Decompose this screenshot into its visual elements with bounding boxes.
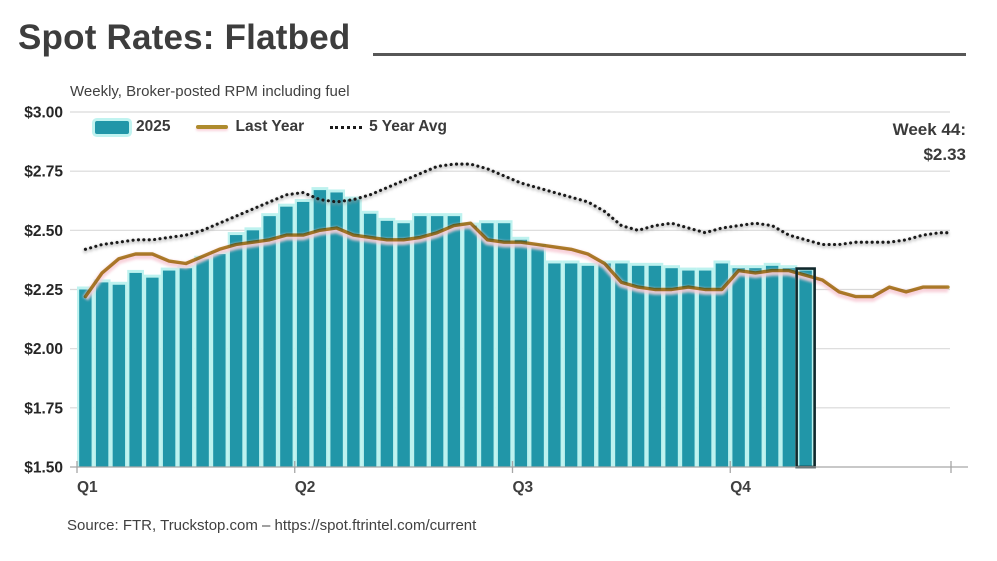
bar-week-17 [347, 199, 360, 468]
bar-week-26 [497, 223, 511, 467]
bar-week-15 [313, 190, 327, 467]
bar-week-42 [765, 265, 779, 467]
bar-week-35 [648, 265, 662, 467]
bar-week-14 [296, 201, 310, 467]
bar-week-34 [631, 265, 645, 467]
bar-week-13 [280, 206, 293, 467]
bar-week-41 [749, 268, 762, 467]
x-axis-label: Q4 [730, 479, 751, 496]
bar-week-4 [129, 272, 142, 467]
y-axis-label: $3.00 [24, 105, 63, 122]
bar-week-30 [564, 263, 578, 467]
bar-week-32 [598, 263, 611, 467]
bar-week-25 [481, 223, 494, 467]
latest-week-annotation: Week 44: $2.33 [893, 118, 966, 167]
chart-subtitle: Weekly, Broker-posted RPM including fuel [70, 83, 350, 100]
bar-week-8 [196, 258, 209, 467]
title-underline [373, 53, 966, 56]
y-axis-label: $2.25 [24, 282, 63, 299]
y-axis-label: $2.50 [24, 223, 63, 240]
bar-week-1 [79, 289, 92, 467]
bar-week-28 [531, 246, 544, 467]
chart-legend: 2025 Last Year 5 Year Avg [95, 118, 447, 136]
bar-week-20 [397, 223, 410, 467]
dotted-swatch-icon [330, 125, 363, 129]
y-axis-label: $1.75 [24, 400, 63, 417]
legend-label-last-year: Last Year [235, 118, 305, 135]
page-title: Spot Rates: Flatbed [18, 18, 351, 57]
legend-label-2025: 2025 [136, 118, 171, 135]
x-axis-label: Q1 [77, 479, 98, 496]
axes: Q1 Q2 Q3 Q4 [70, 461, 968, 496]
x-axis-label: Q3 [513, 479, 534, 496]
legend-item-last-year: Last Year [196, 118, 304, 136]
bar-week-40 [732, 268, 745, 467]
bar-week-44 [799, 270, 812, 467]
bar-week-3 [112, 284, 126, 467]
bar-week-38 [698, 270, 712, 467]
bar-week-5 [146, 277, 159, 467]
line-swatch-icon [196, 125, 229, 129]
bar-week-24 [464, 225, 477, 467]
annotation-value-label: $2.33 [923, 144, 966, 164]
bar-week-18 [363, 213, 377, 467]
bar-week-36 [665, 268, 678, 467]
legend-item-5-year-avg: 5 Year Avg [330, 118, 447, 136]
bar-swatch-icon [95, 120, 129, 134]
bar-week-29 [548, 263, 561, 467]
bar-week-31 [581, 265, 595, 467]
source-note: Source: FTR, Truckstop.com – https://spo… [67, 517, 477, 534]
bar-week-10 [229, 235, 243, 467]
x-axis-label: Q2 [295, 479, 316, 496]
bar-week-7 [179, 268, 193, 467]
bar-week-6 [162, 270, 176, 467]
bar-week-16 [330, 192, 343, 467]
bar-week-12 [263, 216, 276, 467]
y-axis-label: $2.00 [24, 341, 63, 358]
bar-week-2 [95, 282, 109, 467]
bar-week-22 [430, 216, 444, 467]
legend-item-2025: 2025 [95, 118, 170, 136]
bar-week-43 [782, 268, 796, 467]
bar-week-27 [514, 239, 528, 467]
bar-week-21 [414, 216, 427, 467]
bar-week-23 [447, 216, 461, 467]
bar-week-33 [615, 263, 628, 467]
five-year-avg-line [83, 162, 950, 251]
bars-2025 [76, 187, 815, 468]
legend-label-5-year-avg: 5 Year Avg [369, 118, 447, 135]
bar-week-11 [246, 230, 260, 467]
last-year-line [83, 221, 950, 299]
bar-week-39 [715, 263, 729, 467]
y-axis-label: $1.50 [24, 460, 63, 477]
bar-week-9 [213, 254, 226, 467]
bar-week-37 [682, 270, 695, 467]
bar-week-19 [380, 220, 394, 467]
y-axis-label: $2.75 [24, 164, 63, 181]
annotation-week-label: Week 44: [892, 120, 966, 139]
